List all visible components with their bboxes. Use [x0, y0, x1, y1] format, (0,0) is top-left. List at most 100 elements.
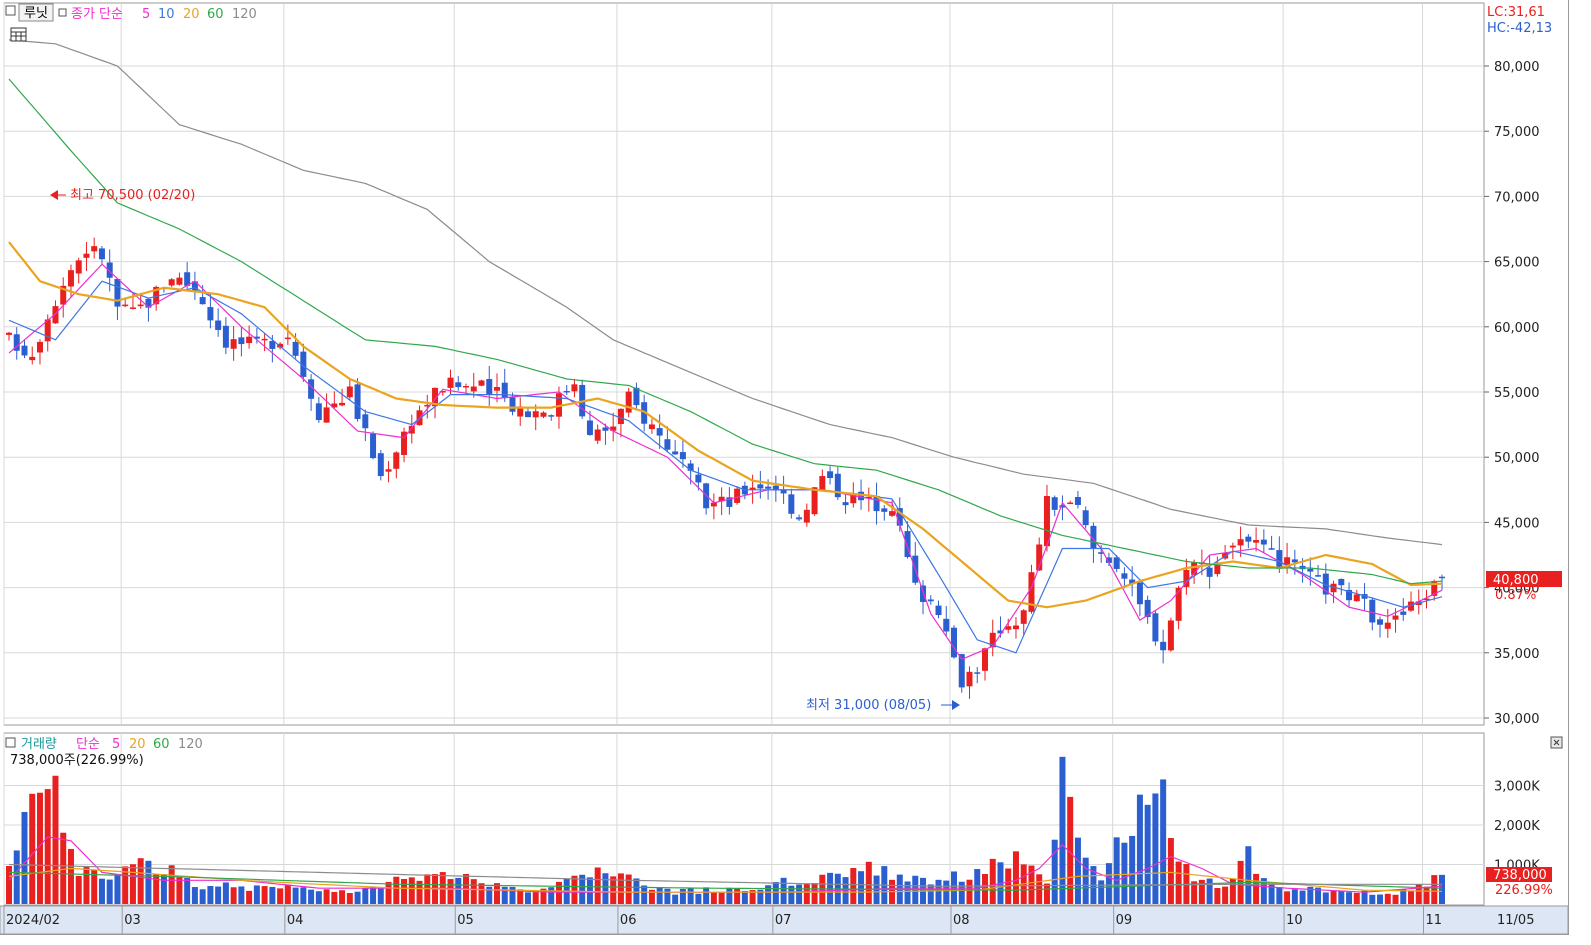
volume-bar: [633, 878, 640, 904]
volume-bar: [191, 887, 198, 904]
legend-ma120: 120: [232, 7, 257, 22]
volume-legend-ma5: 5: [112, 737, 120, 752]
candle-body: [896, 508, 903, 526]
candle-body: [463, 385, 470, 388]
volume-bar: [176, 877, 183, 904]
candle-body: [927, 599, 934, 602]
volume-bar: [772, 881, 779, 904]
candle-body: [1152, 613, 1159, 642]
candle: [331, 391, 338, 409]
candle-body: [1377, 619, 1384, 625]
candle-body: [44, 319, 51, 342]
volume-bar: [1361, 890, 1368, 904]
volume-bar: [486, 886, 493, 904]
candle-body: [1229, 545, 1236, 548]
price-y-tick-label: 55,000: [1494, 386, 1540, 401]
volume-panel: [3, 732, 1485, 906]
candle: [904, 521, 911, 559]
candle-body: [958, 654, 965, 688]
last-volume-badge: [1486, 867, 1552, 882]
candle-body: [997, 630, 1004, 634]
candle: [1144, 595, 1151, 624]
lc-label: LC:31,61: [1487, 5, 1545, 20]
panel-toggle-icon[interactable]: [5, 5, 16, 16]
candle-body: [184, 272, 191, 286]
volume-bar: [734, 888, 741, 904]
legend-ma10: 10: [158, 7, 175, 22]
candle-body: [246, 336, 253, 344]
volume-bar: [935, 879, 942, 904]
volume-bar: [362, 888, 369, 904]
volume-bar: [168, 865, 175, 904]
candle: [370, 431, 377, 460]
volume-bar: [308, 889, 315, 904]
candle-body: [215, 320, 222, 330]
candle-body: [1121, 573, 1128, 579]
candle: [966, 666, 973, 699]
candle-body: [478, 380, 485, 386]
candle: [455, 376, 462, 391]
volume-bar: [1160, 779, 1167, 904]
candle: [1121, 567, 1128, 589]
candle: [21, 339, 28, 359]
volume-bar: [1369, 894, 1376, 904]
candle: [238, 326, 245, 357]
ma20-line: [8, 241, 1443, 609]
candle: [385, 461, 392, 483]
candle: [1012, 617, 1019, 639]
candle-body: [370, 433, 377, 459]
price-y-tick-label: 45,000: [1494, 516, 1540, 531]
volume-bar: [122, 866, 129, 904]
volume-bar: [532, 892, 539, 904]
candle-body: [594, 429, 601, 441]
volume-bar: [1175, 861, 1182, 904]
volume-bar: [1284, 891, 1291, 904]
candle-body: [168, 279, 175, 286]
candle-body: [339, 402, 346, 406]
candle-body: [1214, 562, 1221, 575]
volume-legend-ma20: 20: [129, 737, 146, 752]
stock-name-box[interactable]: [18, 3, 54, 22]
candle-body: [1183, 569, 1190, 587]
volume-bar: [927, 884, 934, 904]
candle-body: [129, 307, 136, 309]
candle-body: [1315, 575, 1322, 577]
candle-body: [1291, 559, 1298, 563]
candle: [842, 493, 849, 514]
calendar-icon[interactable]: [10, 27, 27, 42]
volume-bar: [199, 889, 206, 904]
volume-bar: [811, 883, 818, 904]
candle-body: [672, 451, 679, 455]
legend-ma5: 5: [142, 7, 150, 22]
candle-body: [687, 463, 694, 471]
volume-bar: [478, 883, 485, 904]
candle: [796, 514, 803, 522]
legend-toggle-icon[interactable]: [58, 8, 67, 17]
candle: [408, 414, 415, 444]
candle: [191, 271, 198, 301]
candle: [1384, 608, 1391, 638]
volume-panel-close-icon[interactable]: [1550, 736, 1563, 749]
volume-bar: [1222, 886, 1229, 904]
candle: [951, 625, 958, 659]
volume-toggle-icon[interactable]: [5, 737, 16, 748]
candle-body: [300, 351, 307, 377]
volume-bar: [989, 858, 996, 904]
candle: [803, 503, 810, 527]
candle: [920, 580, 927, 615]
candle-body: [153, 286, 160, 305]
candle-body: [1353, 594, 1360, 602]
candle-body: [749, 487, 756, 491]
volume-legend-ma120: 120: [178, 737, 203, 752]
candle: [284, 324, 291, 345]
candle: [470, 372, 477, 398]
candle-body: [75, 260, 82, 274]
ma60-line: [8, 78, 1443, 585]
x-axis-label: 10: [1286, 913, 1303, 928]
candle: [927, 595, 934, 605]
candle-body: [207, 307, 214, 321]
volume-bar: [501, 886, 508, 904]
ma120-line: [8, 39, 1443, 546]
volume-bar: [1315, 887, 1322, 904]
volume-bar: [315, 891, 322, 904]
